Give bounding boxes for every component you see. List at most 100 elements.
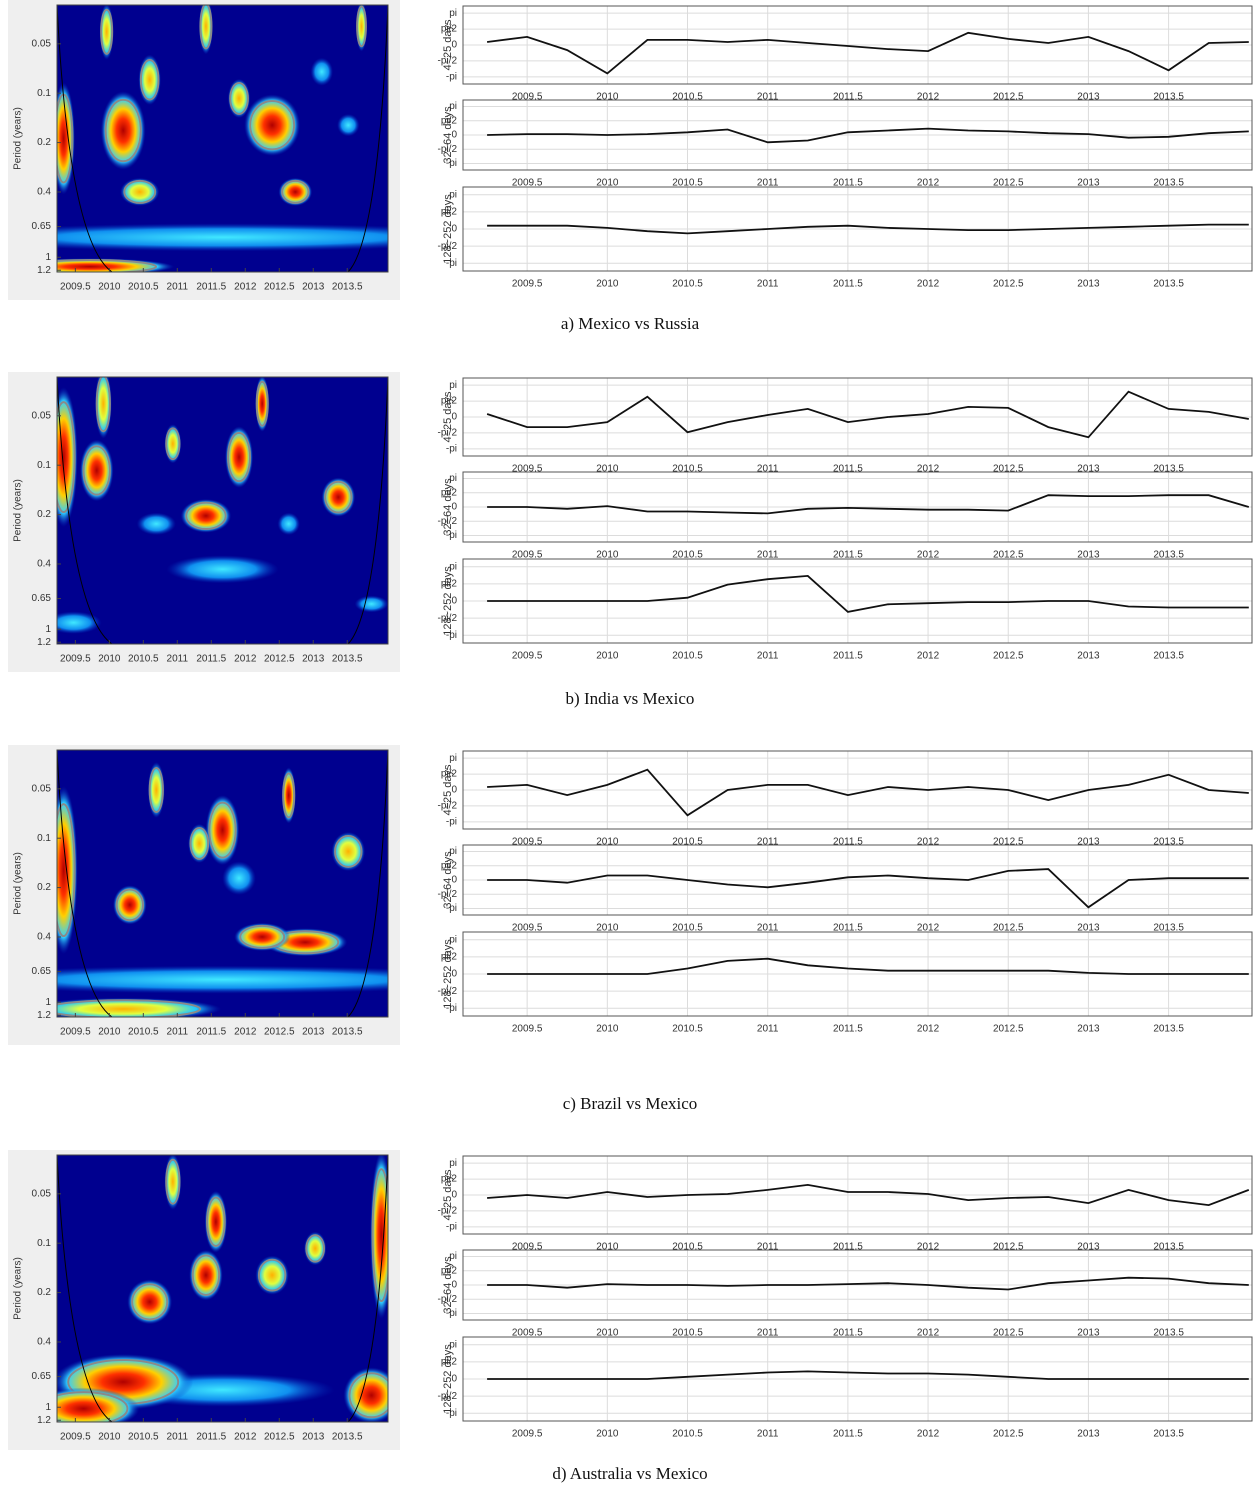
x-tick-label: 2011.5 bbox=[833, 1024, 863, 1035]
y-tick-label: 0.65 bbox=[32, 1371, 52, 1382]
y-axis-label: 128~252 days bbox=[442, 1344, 454, 1414]
y-tick-label: 0 bbox=[451, 596, 457, 607]
x-tick-label: 2012.5 bbox=[993, 1429, 1024, 1440]
x-tick-label: 2011 bbox=[757, 651, 779, 662]
y-tick-label: 0.1 bbox=[37, 88, 51, 99]
x-tick-label: 2012.5 bbox=[993, 923, 1024, 934]
x-tick-label: 2013.5 bbox=[1153, 464, 1184, 475]
x-tick-label: 2013 bbox=[1077, 178, 1100, 189]
significance-contour bbox=[356, 5, 367, 48]
caption: a) Mexico vs Russia bbox=[561, 314, 700, 333]
x-tick-label: 2010 bbox=[596, 1429, 619, 1440]
plot-frame bbox=[462, 186, 1253, 272]
x-tick-label: 2013.5 bbox=[1153, 1024, 1184, 1035]
x-tick-label: 2010.5 bbox=[128, 1027, 159, 1038]
significance-contour bbox=[57, 999, 202, 1017]
x-tick-label: 2010 bbox=[98, 654, 121, 665]
y-tick-label: pi/2 bbox=[441, 115, 458, 126]
significance-contour bbox=[281, 179, 310, 204]
phase-line bbox=[487, 574, 1249, 613]
x-tick-label: 2013.5 bbox=[332, 654, 363, 665]
x-tick-label: 2012 bbox=[917, 923, 940, 934]
coherence-region bbox=[278, 177, 313, 206]
y-tick-label: 0.4 bbox=[37, 932, 51, 943]
x-tick-label: 2011 bbox=[757, 279, 779, 290]
y-tick-label: pi bbox=[449, 380, 457, 391]
x-tick-label: 2013.5 bbox=[1153, 837, 1184, 848]
y-tick-label: pi/2 bbox=[441, 952, 458, 963]
x-tick-label: 2012.5 bbox=[993, 1242, 1024, 1253]
phase-line bbox=[487, 1183, 1250, 1207]
y-tick-label: pi bbox=[449, 561, 457, 572]
significance-contour bbox=[239, 924, 286, 949]
x-tick-label: 2012 bbox=[917, 1328, 940, 1339]
significance-contour bbox=[191, 1254, 221, 1296]
x-tick-label: 2011 bbox=[757, 178, 779, 189]
x-tick-label: 2011.5 bbox=[833, 1429, 863, 1440]
y-tick-label: 0.65 bbox=[32, 221, 52, 232]
x-tick-label: 2010 bbox=[596, 1328, 619, 1339]
y-axis-label: 32~64 days bbox=[442, 478, 454, 536]
x-tick-label: 2012 bbox=[917, 550, 940, 561]
y-tick-label: -pi bbox=[446, 903, 457, 914]
y-tick-label: pi/2 bbox=[441, 487, 458, 498]
significance-contour bbox=[334, 835, 363, 868]
x-tick-label: 2011 bbox=[167, 654, 189, 665]
y-tick-label: 0 bbox=[451, 40, 457, 51]
plot-frame bbox=[462, 750, 1253, 830]
y-tick-label: 0.05 bbox=[32, 1188, 52, 1199]
x-tick-label: 2009.5 bbox=[512, 923, 543, 934]
x-tick-label: 2011.5 bbox=[833, 92, 863, 103]
x-tick-label: 2010.5 bbox=[672, 651, 703, 662]
phase-line bbox=[486, 390, 1249, 439]
y-tick-label: 0.2 bbox=[37, 882, 51, 893]
x-tick-label: 2011 bbox=[757, 923, 779, 934]
heatmap bbox=[57, 750, 388, 1017]
significance-contour bbox=[324, 480, 353, 514]
coherence-region bbox=[310, 57, 333, 86]
significance-contour bbox=[229, 82, 249, 115]
x-tick-label: 2009.5 bbox=[60, 1432, 91, 1443]
x-tick-label: 2009.5 bbox=[60, 1027, 91, 1038]
x-tick-label: 2010 bbox=[596, 92, 619, 103]
x-tick-label: 2011 bbox=[167, 1432, 189, 1443]
cone-of-influence bbox=[57, 750, 388, 1017]
y-tick-label: -pi/2 bbox=[438, 144, 458, 155]
y-tick-label: 0.2 bbox=[37, 137, 51, 148]
x-tick-label: 2013 bbox=[302, 654, 325, 665]
coherence-region bbox=[227, 78, 251, 119]
y-tick-label: pi bbox=[449, 1158, 457, 1169]
coherence-region bbox=[255, 1255, 289, 1295]
y-tick-label: 0.1 bbox=[37, 1238, 51, 1249]
x-tick-label: 2010.5 bbox=[128, 654, 159, 665]
x-tick-label: 2013.5 bbox=[332, 282, 363, 293]
significance-contour bbox=[57, 401, 76, 514]
x-tick-label: 2010.5 bbox=[672, 178, 703, 189]
x-tick-label: 2010 bbox=[596, 178, 619, 189]
x-tick-label: 2010.5 bbox=[672, 550, 703, 561]
coherence-region bbox=[354, 595, 388, 613]
x-tick-label: 2009.5 bbox=[512, 178, 543, 189]
plot-frame bbox=[56, 376, 389, 645]
y-tick-label: -pi bbox=[446, 1221, 457, 1232]
x-tick-label: 2012 bbox=[917, 1242, 940, 1253]
y-tick-label: pi bbox=[449, 934, 457, 945]
y-axis-label: 128~252 days bbox=[442, 566, 454, 636]
x-tick-label: 2012.5 bbox=[993, 92, 1024, 103]
x-tick-label: 2012.5 bbox=[993, 1024, 1024, 1035]
significance-contour bbox=[57, 1391, 129, 1422]
coherence-region bbox=[225, 426, 254, 488]
x-tick-label: 2010.5 bbox=[672, 1242, 703, 1253]
significance-contour bbox=[139, 58, 160, 101]
y-tick-label: 0.1 bbox=[37, 460, 51, 471]
coherence-region bbox=[180, 499, 232, 533]
significance-contour bbox=[95, 377, 111, 433]
y-tick-label: -pi bbox=[446, 1408, 457, 1419]
y-tick-label: -pi bbox=[446, 71, 457, 82]
x-tick-label: 2012.5 bbox=[264, 1432, 295, 1443]
x-tick-label: 2013 bbox=[302, 282, 325, 293]
y-axis-label: 4~25 days bbox=[442, 19, 454, 71]
x-tick-label: 2009.5 bbox=[60, 654, 91, 665]
coherence-region bbox=[204, 1190, 228, 1253]
coherence-region bbox=[136, 512, 176, 536]
